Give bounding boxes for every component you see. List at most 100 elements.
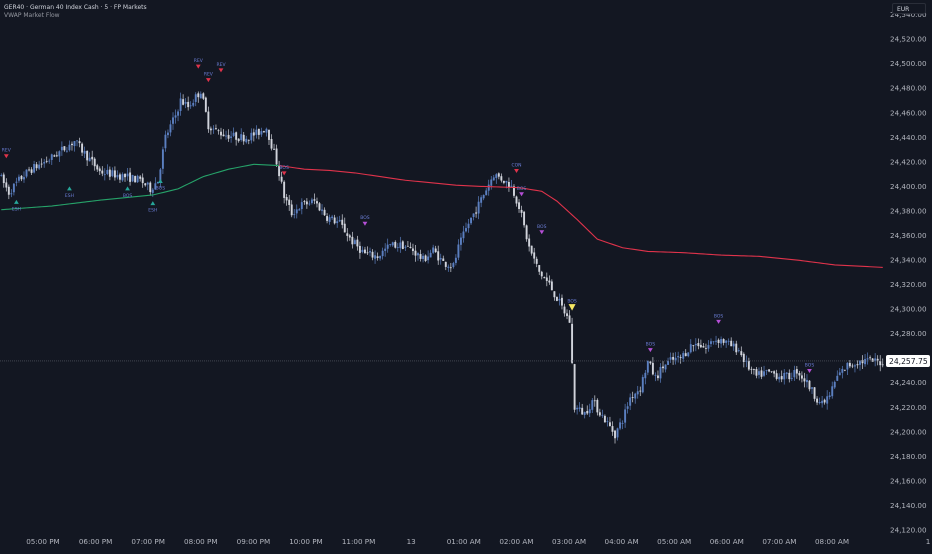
chart-symbol-title[interactable]: GER40 · German 40 Index Cash · 5 · FP Ma…: [4, 4, 147, 11]
candle-body: [853, 365, 856, 367]
signal-marker: BOS: [805, 362, 814, 373]
candle: [144, 182, 147, 187]
candle: [270, 134, 273, 151]
candle-body: [866, 358, 869, 360]
price-tick-label: 24,420.00: [890, 157, 927, 166]
candle: [103, 168, 106, 181]
candle-body: [472, 213, 475, 218]
candle-body: [528, 238, 531, 247]
candle-body: [55, 155, 58, 157]
signal-label: REV: [194, 58, 204, 64]
candle: [50, 153, 53, 165]
candle-body: [399, 242, 402, 249]
candle-body: [510, 185, 513, 188]
candle: [313, 193, 316, 205]
candle-body: [414, 250, 417, 256]
candle-body: [232, 132, 235, 136]
candle: [113, 166, 116, 181]
candle-body: [434, 248, 437, 253]
candle-body: [717, 339, 720, 343]
candle: [295, 204, 298, 219]
candle-body: [540, 271, 543, 277]
signal-marker: BOS: [517, 186, 526, 197]
candle: [194, 92, 197, 107]
time-tick-label: 05:00 PM: [26, 537, 60, 546]
candle-body: [530, 245, 533, 254]
candle-body: [793, 370, 796, 378]
signal-arrow: [281, 171, 287, 176]
candle-body: [583, 412, 586, 415]
candle: [515, 195, 518, 207]
candle-body: [63, 146, 66, 151]
candle-body: [172, 117, 174, 124]
candle: [434, 245, 437, 253]
signal-label: REV: [204, 72, 214, 78]
candle-body: [722, 339, 725, 343]
candle-body: [800, 375, 803, 379]
candle-body: [356, 239, 359, 247]
candle-body: [273, 148, 275, 150]
candle-body: [40, 163, 43, 165]
candle: [606, 417, 609, 427]
candle-body: [659, 366, 662, 379]
candle: [518, 199, 520, 213]
candle: [262, 130, 265, 133]
candle-body: [548, 280, 551, 283]
signal-label: BOS: [646, 342, 656, 348]
candle: [298, 208, 301, 211]
candle-body: [593, 400, 596, 402]
candle-body: [192, 102, 195, 106]
candle: [881, 358, 884, 368]
candle: [581, 403, 584, 415]
candle: [348, 233, 351, 241]
signal-label: ESH: [12, 206, 21, 212]
candle: [257, 128, 260, 140]
candle: [598, 408, 601, 417]
candle-body: [290, 204, 293, 216]
candle-body: [750, 368, 753, 370]
candle-body: [12, 183, 15, 193]
candle: [783, 369, 786, 385]
candle: [429, 249, 432, 258]
candle: [374, 250, 377, 264]
candle: [237, 138, 240, 143]
candle: [636, 385, 639, 399]
candle-body: [859, 360, 861, 365]
candle-body: [545, 277, 548, 281]
currency-selector[interactable]: EUR: [892, 3, 926, 14]
candle-body: [222, 134, 225, 137]
candle: [646, 360, 649, 376]
signal-label: CON: [511, 162, 521, 168]
candle-body: [790, 378, 793, 379]
price-tick-label: 24,200.00: [890, 427, 927, 436]
candle-body: [379, 255, 382, 259]
candle-body: [694, 343, 697, 346]
candle: [510, 179, 513, 188]
candle-body: [843, 369, 846, 371]
candle-body: [513, 186, 515, 196]
candle: [823, 398, 826, 405]
time-tick-label: 03:00 AM: [552, 537, 586, 546]
candle: [15, 177, 18, 187]
candle: [664, 364, 667, 373]
candle-body: [679, 357, 682, 358]
candle-body: [323, 209, 326, 216]
candle: [351, 231, 354, 249]
indicator-title[interactable]: VWAP Market Flow: [4, 12, 60, 19]
signal-marker: BOS: [646, 342, 656, 353]
price-tick-label: 24,220.00: [890, 403, 927, 412]
time-tick-label: 08:00 AM: [815, 537, 849, 546]
candle-body: [144, 183, 147, 186]
candle: [725, 339, 728, 348]
candle-body: [33, 164, 36, 173]
candle-body: [856, 364, 859, 366]
candle-body: [156, 181, 159, 184]
candle-body: [384, 248, 387, 251]
candle-body: [48, 160, 51, 162]
signal-label: BOS: [360, 215, 370, 221]
candle-body: [520, 209, 523, 213]
candle: [353, 238, 356, 245]
candle: [202, 92, 205, 101]
